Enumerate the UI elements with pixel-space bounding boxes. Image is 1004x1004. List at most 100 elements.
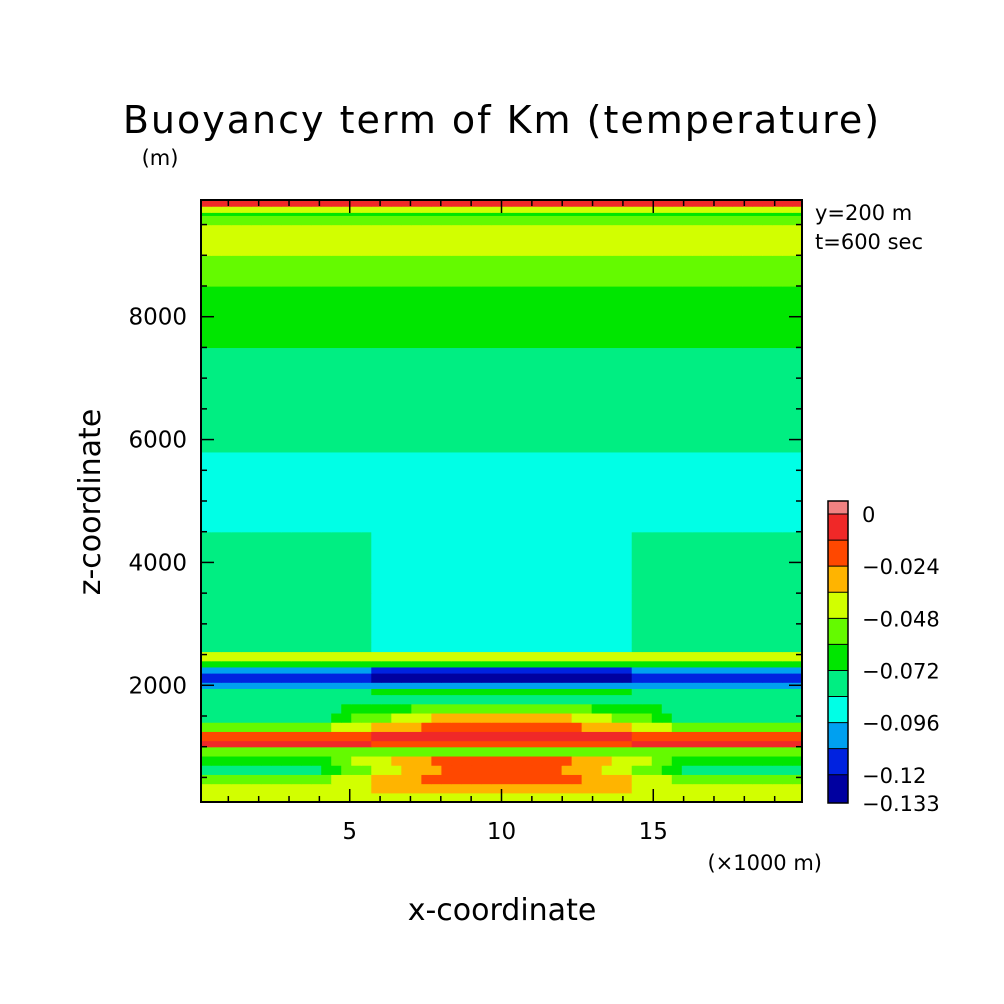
contour-cell <box>551 666 563 674</box>
contour-cell <box>781 746 793 757</box>
contour-cell <box>771 746 783 757</box>
contour-cell <box>601 712 613 723</box>
contour-cell <box>461 593 473 625</box>
contour-cell <box>711 451 723 471</box>
contour-cell <box>431 347 442 379</box>
contour-cell <box>311 255 322 287</box>
contour-cell <box>411 439 422 453</box>
contour-cell <box>201 688 212 696</box>
contour-cell <box>301 286 312 318</box>
contour-cell <box>521 774 533 785</box>
contour-cell <box>561 765 573 775</box>
contour-cell <box>781 740 793 748</box>
contour-cell <box>481 451 493 471</box>
contour-cell <box>471 694 483 705</box>
contour-cell <box>651 562 663 594</box>
contour-cell <box>241 774 252 785</box>
contour-cell <box>541 774 553 785</box>
contour-cell <box>611 316 623 349</box>
contour-cell <box>371 765 382 775</box>
contour-cell <box>531 783 543 794</box>
contour-cell <box>341 740 352 748</box>
contour-cell <box>311 623 322 643</box>
contour-cell <box>321 206 332 213</box>
contour-cell <box>681 501 693 533</box>
contour-cell <box>301 765 312 775</box>
contour-cell <box>551 688 563 696</box>
contour-cell <box>501 439 513 453</box>
contour-cell <box>641 642 653 653</box>
contour-cell <box>651 451 663 471</box>
contour-cell <box>781 255 793 287</box>
contour-cell <box>721 255 733 287</box>
contour-cell <box>771 200 783 207</box>
contour-cell <box>221 378 232 410</box>
contour-cell <box>601 642 613 653</box>
contour-cell <box>381 712 392 723</box>
colorbar-label: −0.072 <box>862 659 940 683</box>
contour-cell <box>701 666 713 674</box>
contour-cell <box>751 712 763 723</box>
contour-cell <box>491 688 503 696</box>
contour-cell <box>311 408 322 441</box>
contour-cell <box>591 651 603 662</box>
contour-cell <box>361 215 372 226</box>
contour-cell <box>751 408 763 441</box>
contour-cell <box>451 439 463 453</box>
contour-cell <box>591 439 603 453</box>
contour-cell <box>271 623 282 643</box>
contour-cell <box>281 783 292 794</box>
contour-cell <box>641 200 653 207</box>
contour-cell <box>651 286 663 318</box>
contour-cell <box>681 439 693 453</box>
contour-cell <box>631 703 643 714</box>
contour-cell <box>231 783 242 794</box>
colorbar-swatch <box>828 566 848 593</box>
contour-cell <box>601 212 613 216</box>
contour-cell <box>451 774 463 785</box>
contour-cell <box>681 200 693 207</box>
contour-cell <box>471 439 483 453</box>
contour-cell <box>741 765 753 775</box>
contour-cell <box>411 792 422 803</box>
colorbar: 0−0.024−0.048−0.072−0.096−0.12−0.133 <box>827 500 940 816</box>
contour-cell <box>211 347 222 379</box>
contour-cell <box>621 660 633 668</box>
contour-cell <box>551 722 563 732</box>
contour-cell <box>361 501 372 533</box>
contour-cell <box>481 200 493 207</box>
contour-cell <box>681 651 693 662</box>
contour-cell <box>301 673 312 683</box>
contour-cell <box>451 792 463 803</box>
contour-cell <box>281 200 292 207</box>
contour-cell <box>271 755 282 766</box>
contour-cell <box>271 694 282 705</box>
contour-cell <box>511 666 523 674</box>
contour-cell <box>301 755 312 766</box>
contour-cell <box>591 408 603 441</box>
contour-cell <box>201 642 212 653</box>
contour-cell <box>251 755 262 766</box>
contour-cell <box>591 712 603 723</box>
contour-cell <box>621 792 633 803</box>
contour-cell <box>791 451 803 471</box>
contour-cell <box>271 378 282 410</box>
contour-cell <box>671 206 683 213</box>
contour-cell <box>221 562 232 594</box>
contour-cell <box>391 316 402 349</box>
contour-cell <box>671 688 683 696</box>
contour-cell <box>351 451 362 471</box>
contour-cell <box>391 224 402 256</box>
contour-cell <box>611 593 623 625</box>
contour-cell <box>471 408 483 441</box>
contour-cell <box>711 224 723 256</box>
contour-cell <box>271 660 282 668</box>
contour-cell <box>681 347 693 379</box>
contour-cell <box>691 206 703 213</box>
contour-cell <box>651 682 663 689</box>
contour-cell <box>431 470 442 502</box>
contour-cell <box>331 740 342 748</box>
contour-cell <box>301 212 312 216</box>
contour-cell <box>471 206 483 213</box>
contour-cell <box>531 255 543 287</box>
